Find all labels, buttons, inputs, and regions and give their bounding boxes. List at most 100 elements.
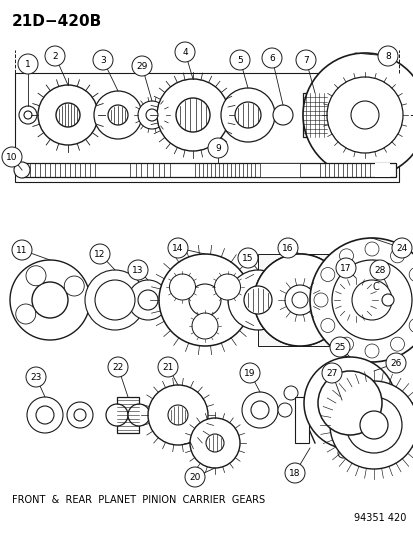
Circle shape xyxy=(250,401,268,419)
Circle shape xyxy=(138,290,158,310)
Circle shape xyxy=(326,77,402,153)
Text: 12: 12 xyxy=(94,249,105,259)
Text: C: C xyxy=(372,282,379,292)
Text: 1: 1 xyxy=(25,60,31,69)
Circle shape xyxy=(36,406,54,424)
Circle shape xyxy=(10,260,90,340)
Circle shape xyxy=(32,282,68,318)
Circle shape xyxy=(364,242,378,256)
Circle shape xyxy=(26,367,46,387)
Text: 11: 11 xyxy=(16,246,28,254)
Circle shape xyxy=(132,56,152,76)
Text: 25: 25 xyxy=(334,343,345,351)
Circle shape xyxy=(339,284,371,316)
Circle shape xyxy=(321,363,341,383)
Circle shape xyxy=(254,254,345,346)
Circle shape xyxy=(295,50,315,70)
Circle shape xyxy=(240,363,259,383)
Text: 19: 19 xyxy=(244,368,255,377)
Circle shape xyxy=(272,105,292,125)
Circle shape xyxy=(283,386,297,400)
Text: 10: 10 xyxy=(6,152,18,161)
Text: 13: 13 xyxy=(132,265,143,274)
Circle shape xyxy=(108,105,128,125)
Bar xyxy=(326,107,336,123)
Circle shape xyxy=(237,248,257,268)
Bar xyxy=(257,254,341,346)
Text: 24: 24 xyxy=(395,244,407,253)
Circle shape xyxy=(242,392,277,428)
Circle shape xyxy=(389,337,404,351)
Circle shape xyxy=(106,404,128,426)
Circle shape xyxy=(228,270,287,330)
Circle shape xyxy=(389,249,404,263)
Circle shape xyxy=(339,337,353,351)
Bar xyxy=(15,73,398,182)
Circle shape xyxy=(351,280,391,320)
Circle shape xyxy=(214,274,240,300)
Circle shape xyxy=(391,238,411,258)
Circle shape xyxy=(302,53,413,177)
Text: 29: 29 xyxy=(136,61,147,70)
Circle shape xyxy=(24,111,32,119)
Circle shape xyxy=(16,304,36,324)
Circle shape xyxy=(317,371,381,435)
Text: 26: 26 xyxy=(389,359,401,367)
Circle shape xyxy=(284,463,304,483)
Text: 7: 7 xyxy=(302,55,308,64)
Bar xyxy=(294,397,308,443)
Bar xyxy=(374,163,389,177)
Circle shape xyxy=(377,46,397,66)
Circle shape xyxy=(12,240,32,260)
Circle shape xyxy=(359,411,387,439)
Circle shape xyxy=(235,102,260,128)
Text: 9: 9 xyxy=(215,143,221,152)
Circle shape xyxy=(189,284,221,316)
Circle shape xyxy=(192,313,218,339)
Circle shape xyxy=(18,54,38,74)
Circle shape xyxy=(157,79,228,151)
Circle shape xyxy=(185,467,204,487)
Circle shape xyxy=(159,254,250,346)
Text: 21D−420B: 21D−420B xyxy=(12,14,102,29)
Circle shape xyxy=(85,270,145,330)
Circle shape xyxy=(14,162,30,178)
Text: 20: 20 xyxy=(189,472,200,481)
Text: 2: 2 xyxy=(52,52,58,61)
Circle shape xyxy=(74,409,86,421)
Circle shape xyxy=(345,397,401,453)
Circle shape xyxy=(206,434,223,452)
Circle shape xyxy=(243,286,271,314)
Circle shape xyxy=(169,274,195,300)
Text: 4: 4 xyxy=(182,47,188,56)
Text: 6: 6 xyxy=(268,53,274,62)
Circle shape xyxy=(158,357,178,377)
Circle shape xyxy=(2,147,22,167)
Bar xyxy=(259,163,299,177)
Circle shape xyxy=(277,403,291,417)
Circle shape xyxy=(408,319,413,333)
Text: 27: 27 xyxy=(325,368,337,377)
Circle shape xyxy=(175,42,195,62)
Circle shape xyxy=(364,344,378,358)
Circle shape xyxy=(67,402,93,428)
Text: 94351 420: 94351 420 xyxy=(353,513,405,523)
Circle shape xyxy=(335,258,355,278)
Circle shape xyxy=(284,285,314,315)
Bar xyxy=(22,163,395,177)
Circle shape xyxy=(381,294,393,306)
Circle shape xyxy=(176,98,209,132)
Circle shape xyxy=(369,260,389,280)
Circle shape xyxy=(147,385,207,445)
Circle shape xyxy=(90,244,110,264)
Bar xyxy=(117,397,139,433)
Circle shape xyxy=(168,238,188,258)
Text: 3: 3 xyxy=(100,55,106,64)
Circle shape xyxy=(56,103,80,127)
Circle shape xyxy=(64,276,84,296)
Circle shape xyxy=(45,46,65,66)
Circle shape xyxy=(374,287,400,313)
Text: 8: 8 xyxy=(384,52,390,61)
Circle shape xyxy=(128,404,150,426)
Bar xyxy=(302,93,326,137)
